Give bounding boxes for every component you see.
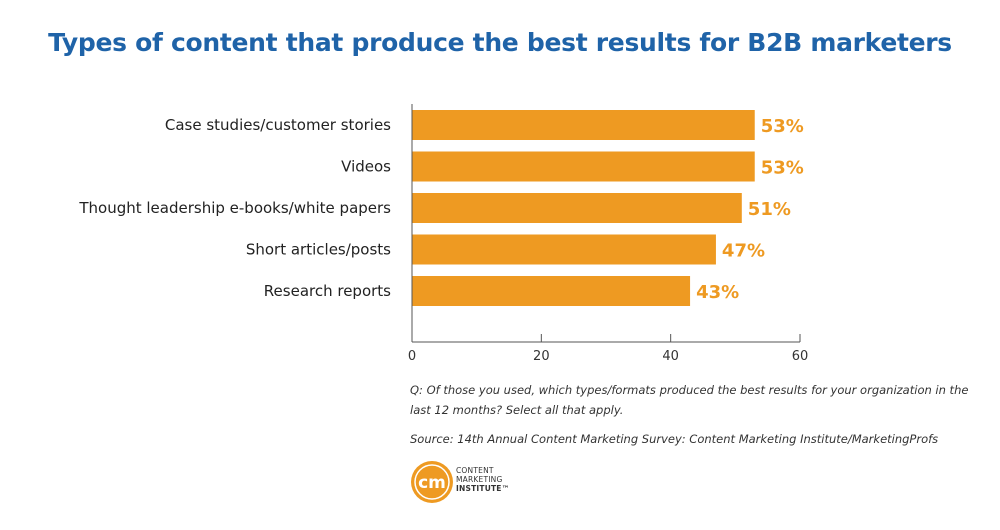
x-tick-label: 40 bbox=[662, 349, 679, 364]
value-label: 53% bbox=[761, 116, 804, 137]
value-label: 51% bbox=[748, 199, 791, 220]
x-tick-label: 20 bbox=[533, 349, 550, 364]
cmi-logo: cm CONTENT MARKETING INSTITUTE™ bbox=[410, 460, 530, 508]
logo-line-2: MARKETING bbox=[456, 475, 503, 484]
bar bbox=[412, 234, 716, 265]
category-label: Thought leadership e-books/white papers bbox=[78, 199, 391, 217]
category-label: Short articles/posts bbox=[246, 241, 391, 259]
x-tick-label: 60 bbox=[792, 349, 809, 364]
survey-question-note: Q: Of those you used, which types/format… bbox=[410, 383, 969, 417]
logo-line-1: CONTENT bbox=[456, 466, 494, 475]
category-label: Research reports bbox=[264, 282, 391, 300]
value-label: 53% bbox=[761, 158, 804, 179]
category-label: Case studies/customer stories bbox=[165, 116, 391, 134]
cmi-logo-mark: cm bbox=[411, 461, 453, 503]
bar bbox=[412, 193, 742, 223]
logo-wordmark: CONTENT MARKETING INSTITUTE™ bbox=[456, 466, 509, 493]
bar bbox=[412, 276, 691, 306]
logo-line-3: INSTITUTE™ bbox=[456, 484, 510, 493]
x-axis-ticks: 0 20 40 60 bbox=[408, 334, 808, 364]
x-tick-label: 0 bbox=[408, 349, 416, 364]
logo-mark-text: cm bbox=[418, 473, 446, 493]
logo-circle bbox=[411, 461, 453, 503]
value-label: 47% bbox=[722, 241, 765, 262]
category-label: Videos bbox=[341, 158, 391, 176]
bar bbox=[412, 151, 755, 182]
bars-layer: Case studies/customer stories 53% Videos 53… bbox=[78, 110, 804, 306]
logo-ring bbox=[414, 464, 450, 500]
chart-title: Types of content that produce the best r… bbox=[48, 28, 952, 57]
source-note: Source: 14th Annual Content Marketing Su… bbox=[410, 432, 939, 446]
value-label: 43% bbox=[696, 282, 739, 303]
bar bbox=[412, 110, 755, 140]
